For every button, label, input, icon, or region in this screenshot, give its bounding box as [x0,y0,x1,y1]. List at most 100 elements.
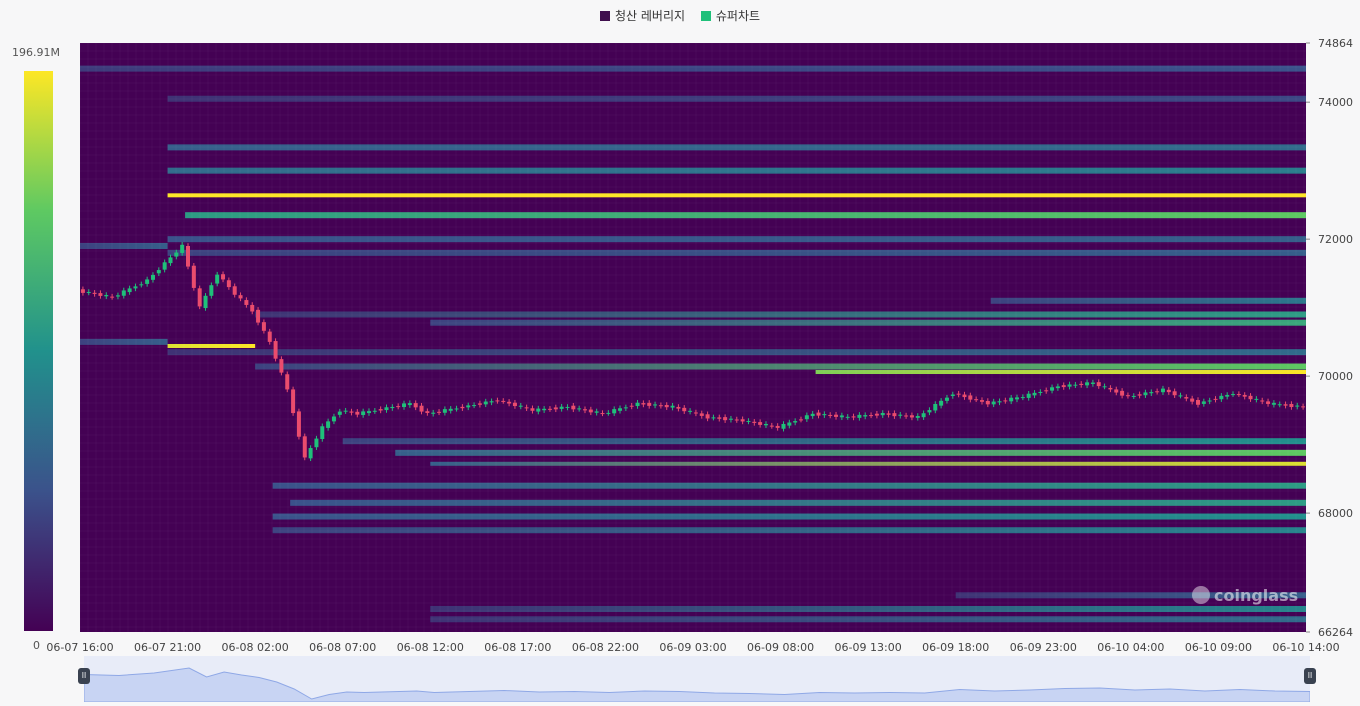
liquidation-level-band[interactable] [167,144,1307,151]
candle-body [472,405,477,407]
candle-body [512,402,517,407]
candle-body [1178,395,1183,397]
candle-body [1114,389,1119,393]
candle-body [1242,394,1247,397]
candle-body [658,405,663,407]
candle-body [933,404,938,411]
candle-body [1026,393,1031,398]
liquidation-level-band[interactable] [430,319,1306,326]
candle-body [623,407,628,409]
candle-body [331,416,336,422]
candle-body [571,405,576,410]
liquidation-level-band[interactable] [167,167,1307,174]
candle-body [915,415,920,418]
x-tick-label: 06-09 03:00 [659,641,726,654]
liquidation-level-band[interactable] [167,343,256,348]
navigator-price-line [83,667,1311,703]
liquidation-level-band[interactable] [342,438,1306,445]
liquidation-level-band[interactable] [255,311,1307,318]
candle-body [717,417,722,419]
liquidation-level-band[interactable] [430,616,1306,623]
liquidation-level-band[interactable] [80,242,168,249]
candle-body [1271,402,1276,405]
liquidation-level-band[interactable] [185,212,1307,219]
colorbar-min-label: 0 [33,639,40,652]
liquidation-level-band[interactable] [395,449,1306,456]
liquidation-level-band[interactable] [815,370,1306,375]
candle-body [834,414,839,417]
liquidation-level-band[interactable] [430,605,1306,612]
candle-body [524,407,529,409]
candle-body [641,403,646,405]
liquidation-level-band[interactable] [430,461,1306,466]
candle-body [1201,401,1206,404]
candle-body [956,393,961,395]
candle-body [355,411,360,415]
candle-body [168,257,173,264]
candle-body [431,412,436,414]
liquidation-level-band[interactable] [272,482,1307,489]
candle-body [734,419,739,421]
candle-body [396,406,401,408]
candle-body [752,421,757,423]
liquidation-level-band[interactable] [167,236,1307,243]
candle-body [1266,401,1271,404]
navigator-right-handle[interactable]: ll [1304,668,1316,684]
liquidation-level-band[interactable] [167,193,1307,198]
candle-body [378,409,383,411]
legend-item-superchart[interactable]: 슈퍼차트 [700,7,760,24]
candle-body [483,401,488,405]
candle-body [1067,384,1072,387]
liquidation-level-band[interactable] [80,338,168,345]
candle-body [244,300,249,305]
candle-body [1038,391,1043,393]
candle-body [769,425,774,427]
candle-body [285,374,290,390]
liquidation-level-band[interactable] [272,513,1307,520]
liquidation-level-band[interactable] [167,95,1307,102]
x-tick-label: 06-07 16:00 [46,641,113,654]
candle-body [880,412,885,416]
candle-body [442,409,447,413]
candle-body [1020,397,1025,399]
candle-body [600,413,605,415]
x-tick-label: 06-08 22:00 [572,641,639,654]
legend-item-liquidation-leverage[interactable]: 청산 레버리지 [599,7,685,24]
candle-body [232,286,237,295]
candle-body [343,410,348,412]
candle-body [588,409,593,413]
candle-body [454,408,459,410]
candle-body [145,279,150,284]
candle-body [839,415,844,418]
candle-body [180,244,185,253]
candle-body [1137,394,1142,396]
candle-body [1213,398,1218,400]
candle-body [407,403,412,406]
liquidation-level-band[interactable] [80,65,1306,72]
liquidation-level-band[interactable] [955,592,1306,599]
navigator-left-handle[interactable]: ll [78,668,90,684]
candle-body [501,400,506,402]
liquidation-level-band[interactable] [167,249,1307,256]
candle-body [361,411,366,416]
colorbar-max-label: 196.91M [12,46,60,59]
liquidation-level-band[interactable] [167,349,1307,356]
candle-body [968,395,973,400]
liquidation-level-band[interactable] [290,499,1307,506]
candle-body [291,389,296,414]
candle-body [226,280,231,288]
candle-body [559,406,564,409]
liquidation-level-band[interactable] [990,297,1306,304]
candle-body [337,411,342,415]
candle-body [851,416,856,418]
candle-body [1015,397,1020,400]
liquidation-level-band[interactable] [255,363,1307,370]
candle-body [1248,395,1253,400]
candle-body [326,421,331,428]
range-navigator[interactable] [83,656,1311,703]
candle-body [1073,384,1078,386]
colorbar [24,71,53,631]
candle-body [1190,398,1195,402]
liquidation-level-band[interactable] [272,527,1307,534]
